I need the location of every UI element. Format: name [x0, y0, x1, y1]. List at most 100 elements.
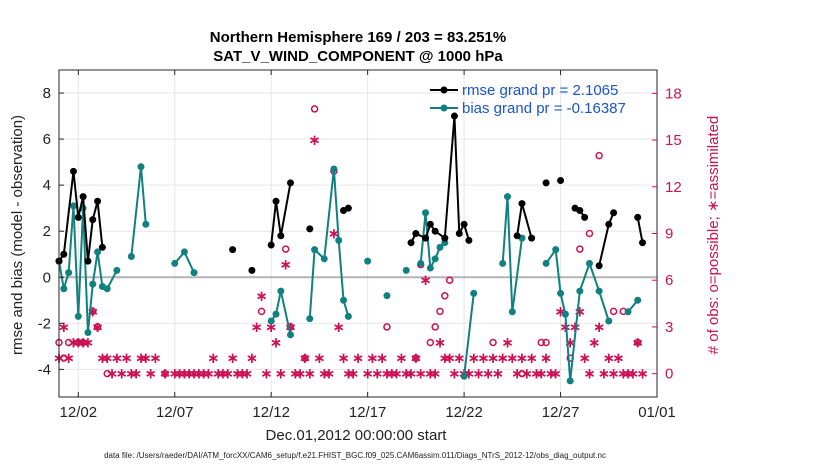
- obs-assimilated-marker: ∗: [482, 366, 495, 383]
- obs-assimilated-marker: ∗: [511, 366, 524, 383]
- rmse-point: [610, 209, 618, 217]
- obs-assimilated-marker: ∗: [342, 366, 355, 383]
- rmse-point: [605, 220, 613, 228]
- bias-point: [190, 269, 198, 277]
- obs-assimilated-marker: ∗: [212, 366, 225, 383]
- obs-assimilated-marker: ∗: [115, 366, 128, 383]
- obs-assimilated-marker: ∗: [593, 319, 606, 336]
- rmse-point: [60, 250, 68, 258]
- obs-possible-marker: [585, 229, 594, 238]
- obs-assimilated-marker: ∗: [241, 366, 254, 383]
- y-tick-label: 0: [43, 269, 51, 286]
- y2-tick-label: 12: [665, 179, 682, 196]
- obs-assimilated-marker: ∗: [82, 335, 95, 352]
- obs-assimilated-marker: ∗: [308, 132, 321, 149]
- obs-assimilated-marker: ∗: [260, 366, 273, 383]
- obs-assimilated-marker: ∗: [246, 350, 259, 367]
- obs-assimilated-marker: ∗: [583, 366, 596, 383]
- rmse-segment: [453, 116, 461, 234]
- y2-tick-label: 6: [665, 272, 673, 289]
- bias-segment: [67, 205, 75, 273]
- obs-assimilated-marker: ∗: [135, 350, 148, 367]
- obs-assimilated-marker: ∗: [492, 366, 505, 383]
- obs-assimilated-marker: ∗: [429, 366, 442, 383]
- bias-segment: [58, 260, 65, 289]
- obs-assimilated-marker: ∗: [193, 366, 206, 383]
- bias-segment: [554, 249, 562, 294]
- bias-segment: [323, 168, 335, 259]
- obs-assimilated-marker: ∗: [111, 350, 124, 367]
- obs-assimilated-marker: ∗: [318, 366, 331, 383]
- bias-point: [344, 312, 352, 320]
- obs-assimilated-marker: ∗: [385, 366, 398, 383]
- obs-assimilated-marker: ∗: [101, 350, 114, 367]
- rmse-point: [557, 177, 565, 185]
- y2-tick-label: 15: [665, 132, 682, 149]
- obs-possible-marker: [64, 338, 73, 347]
- obs-assimilated-marker: ∗: [419, 272, 432, 289]
- bias-point: [180, 248, 188, 256]
- bias-point: [272, 310, 280, 318]
- obs-assimilated-marker: ∗: [414, 366, 427, 383]
- rmse-point: [518, 200, 526, 208]
- obs-possible-marker: [537, 338, 546, 347]
- bias-point: [470, 289, 478, 297]
- rmse-point: [306, 225, 314, 233]
- rmse-point: [344, 204, 352, 212]
- obs-assimilated-marker: ∗: [439, 350, 452, 367]
- bias-segment: [332, 168, 340, 241]
- obs-assimilated-marker: ∗: [77, 335, 90, 352]
- bias-point: [69, 202, 77, 210]
- obs-assimilated-marker: ∗: [294, 366, 307, 383]
- bias-point: [277, 287, 285, 295]
- rmse-series-layer: [55, 112, 647, 274]
- y-tick-label: -2: [38, 315, 51, 332]
- rmse-point: [272, 197, 280, 205]
- obs-assimilated-marker: ∗: [477, 350, 490, 367]
- obs-assimilated-marker: ∗: [516, 350, 529, 367]
- obs-assimilated-marker: ∗: [159, 366, 172, 383]
- bias-point: [499, 259, 507, 267]
- obs-assimilated-marker: ∗: [231, 366, 244, 383]
- chart-subtitle: SAT_V_WIND_COMPONENT @ 1000 hPa: [213, 48, 503, 65]
- bias-point: [65, 269, 73, 277]
- obs-possible-marker: [441, 292, 449, 300]
- obs-assimilated-marker: ∗: [521, 366, 534, 383]
- obs-assimilated-marker: ∗: [361, 366, 374, 383]
- obs-assimilated-marker: ∗: [222, 366, 235, 383]
- y-tick-label: 4: [43, 177, 51, 194]
- obs-possible-marker: [93, 323, 102, 331]
- obs-assimilated-marker: ∗: [197, 366, 210, 383]
- obs-assimilated-marker: ∗: [381, 366, 394, 383]
- rmse-point: [422, 234, 430, 242]
- obs-assimilated-marker: ∗: [106, 366, 119, 383]
- bias-point: [585, 259, 593, 267]
- bias-point: [89, 280, 97, 288]
- obs-assimilated-marker: ∗: [173, 366, 186, 383]
- obs-assimilated-marker: ∗: [130, 366, 143, 383]
- obs-assimilated-marker: ∗: [443, 350, 456, 367]
- bias-segment: [279, 290, 292, 336]
- obs-assimilated-marker: ∗: [67, 335, 80, 352]
- bias-segment: [183, 251, 195, 274]
- obs-assimilated-marker: ∗: [62, 350, 75, 367]
- obs-assimilated-marker: ∗: [183, 366, 196, 383]
- bias-segment: [569, 290, 581, 381]
- bias-segment: [139, 166, 147, 225]
- obs-assimilated-marker: ∗: [636, 366, 649, 383]
- bias-point: [566, 377, 574, 385]
- obs-assimilated-marker: ∗: [434, 335, 447, 352]
- rmse-point: [229, 246, 237, 254]
- rmse-segment: [86, 219, 94, 262]
- bias-series-layer: [55, 163, 642, 385]
- y2-tick-label: 3: [665, 319, 673, 336]
- bias-point: [306, 315, 314, 323]
- obs-assimilated-marker: ∗: [602, 350, 615, 367]
- obs-assimilated-marker: ∗: [448, 366, 461, 383]
- obs-assimilated-marker: ∗: [530, 366, 543, 383]
- obs-count-layer: ∗∗∗∗∗∗∗∗∗∗∗∗∗∗∗∗∗∗∗∗∗∗∗∗∗∗∗∗∗∗∗∗∗∗∗∗∗∗∗∗…: [53, 105, 649, 383]
- bias-segment: [578, 263, 591, 292]
- bias-point: [137, 163, 145, 171]
- obs-possible-marker: [436, 307, 444, 316]
- bias-segment: [308, 249, 316, 319]
